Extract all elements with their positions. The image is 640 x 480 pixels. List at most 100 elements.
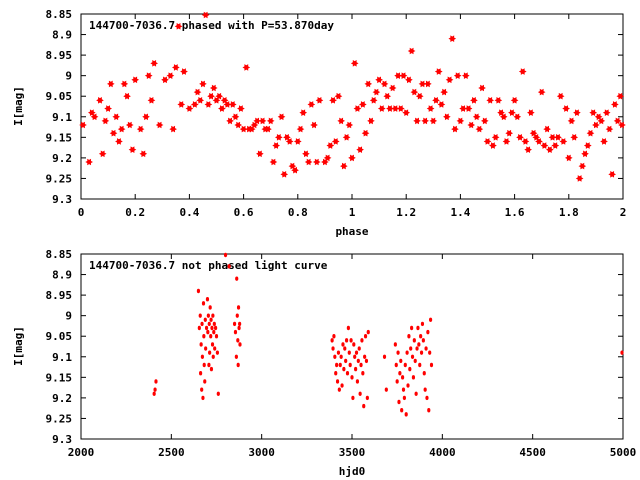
phased-data-point — [329, 97, 337, 104]
unphased-data-point — [203, 317, 207, 322]
phased-data-point — [575, 175, 584, 182]
phased-data-point — [375, 76, 383, 84]
unphased-data-point — [207, 362, 211, 368]
unphased-data-point — [205, 297, 210, 302]
unphased-data-point — [202, 334, 206, 339]
phased-data-point — [348, 154, 356, 162]
unphased-data-point — [354, 366, 358, 372]
unphased-y-tick-label: 9.2 — [52, 392, 72, 405]
phased-data-point — [402, 109, 411, 116]
unphased-data-point — [200, 321, 204, 327]
phased-data-point — [174, 23, 183, 30]
unphased-data-point — [334, 371, 338, 376]
phased-data-point — [364, 80, 373, 88]
phased-data-point — [516, 134, 524, 141]
unphased-data-points — [152, 252, 624, 417]
phased-data-point — [540, 142, 549, 149]
unphased-data-point — [344, 358, 348, 364]
phased-data-point — [131, 76, 140, 84]
phased-data-point — [101, 117, 110, 125]
unphased-data-point — [338, 362, 342, 368]
unphased-data-point — [213, 346, 217, 351]
phased-data-point — [459, 105, 467, 112]
phased-data-point — [372, 88, 381, 96]
unphased-data-point — [410, 354, 415, 359]
phased-data-point — [589, 109, 598, 116]
phased-data-point — [196, 97, 205, 104]
unphased-data-point — [407, 334, 411, 339]
unphased-data-point — [351, 395, 355, 401]
phased-x-tick-label: 1.6 — [505, 206, 525, 219]
unphased-data-point — [211, 354, 215, 359]
phased-data-point — [310, 121, 318, 129]
phased-data-point — [505, 129, 514, 137]
phased-data-point — [201, 11, 210, 19]
phased-x-tick-label: 0.6 — [234, 206, 254, 219]
phased-data-point — [172, 64, 180, 71]
unphased-x-tick-label: 5000 — [610, 446, 637, 459]
phased-data-point — [359, 101, 367, 108]
unphased-data-point — [402, 395, 406, 401]
phased-data-point — [350, 60, 359, 67]
unphased-data-point — [417, 342, 421, 347]
phased-data-point — [85, 158, 93, 166]
phased-data-point — [554, 134, 562, 141]
phased-data-point — [302, 150, 310, 158]
unphased-data-point — [236, 362, 240, 368]
phased-x-tick-label: 1.4 — [450, 206, 470, 219]
phased-data-point — [117, 125, 126, 133]
unphased-data-point — [209, 366, 214, 372]
unphased-data-point — [361, 371, 365, 376]
phased-data-point — [340, 162, 348, 170]
unphased-data-point — [400, 375, 405, 380]
unphased-y-tick-label: 9.3 — [52, 433, 72, 446]
unphased-x-tick-label: 3000 — [248, 446, 275, 459]
phased-data-point — [581, 150, 589, 158]
unphased-data-point — [238, 342, 242, 347]
unphased-y-tick-label: 8.95 — [46, 289, 73, 302]
unphased-data-point — [234, 354, 238, 359]
phased-data-point — [602, 109, 611, 116]
unphased-data-point — [346, 325, 350, 331]
phased-y-tick-label: 9.05 — [46, 90, 73, 103]
phased-x-tick-label: 0.8 — [288, 206, 308, 219]
phased-y-tick-label: 9 — [65, 70, 72, 83]
phased-data-point — [161, 76, 169, 84]
phased-data-point — [150, 60, 158, 67]
phased-data-point — [112, 113, 121, 121]
phased-data-point — [239, 125, 248, 133]
unphased-data-point — [415, 346, 419, 351]
phased-data-point — [567, 117, 576, 125]
phased-data-point — [293, 138, 302, 145]
phased-data-point — [180, 68, 188, 75]
unphased-data-point — [345, 371, 350, 376]
phased-data-point — [486, 97, 495, 104]
unphased-data-point — [429, 362, 434, 368]
phased-data-point — [115, 138, 123, 145]
phased-data-point — [478, 84, 486, 92]
unphased-axis-ticks: 2000 2500 3000 3500 4000 4500 5000 8.85 8.9 8.95 9… — [46, 248, 637, 459]
phased-x-tick-label: 1.8 — [559, 206, 579, 219]
phased-data-point — [380, 80, 389, 88]
unphased-data-point — [209, 334, 213, 339]
unphased-data-point — [210, 325, 214, 331]
phased-data-point — [510, 97, 519, 104]
unphased-data-point — [397, 399, 401, 405]
phased-data-point — [207, 92, 215, 100]
phased-data-point — [521, 138, 530, 145]
unphased-data-point — [394, 362, 398, 368]
phased-data-point — [218, 105, 226, 112]
unphased-data-point — [236, 338, 240, 343]
unphased-data-point — [339, 354, 343, 359]
unphased-data-point — [335, 362, 339, 368]
unphased-y-axis-label: I[mag] — [12, 326, 25, 366]
unphased-data-point — [421, 338, 425, 343]
unphased-data-point — [154, 379, 158, 384]
phased-data-point — [120, 80, 129, 88]
unphased-data-point — [412, 338, 416, 343]
phased-data-point — [258, 117, 267, 125]
unphased-data-point — [347, 350, 351, 355]
unphased-data-point — [203, 379, 207, 384]
phased-data-point — [562, 105, 570, 112]
